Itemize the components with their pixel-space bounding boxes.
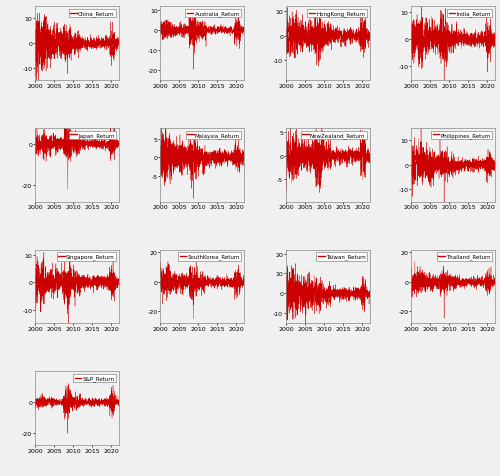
- Legend: HongKong_Return: HongKong_Return: [307, 10, 367, 19]
- Legend: Australia_Return: Australia_Return: [186, 10, 242, 19]
- Legend: Japan_Return: Japan_Return: [69, 131, 116, 140]
- Legend: Taiwan_Return: Taiwan_Return: [316, 253, 367, 261]
- Legend: NewZealand_Return: NewZealand_Return: [300, 131, 367, 140]
- Legend: China_Return: China_Return: [68, 10, 116, 19]
- Legend: SouthKorea_Return: SouthKorea_Return: [178, 253, 242, 261]
- Legend: India_Return: India_Return: [447, 10, 492, 19]
- Legend: Thailand_Return: Thailand_Return: [437, 253, 492, 261]
- Legend: Malaysia_Return: Malaysia_Return: [186, 131, 242, 140]
- Legend: Singapore_Return: Singapore_Return: [56, 253, 116, 261]
- Legend: S&P_Return: S&P_Return: [74, 374, 116, 383]
- Legend: Philippines_Return: Philippines_Return: [432, 131, 492, 140]
